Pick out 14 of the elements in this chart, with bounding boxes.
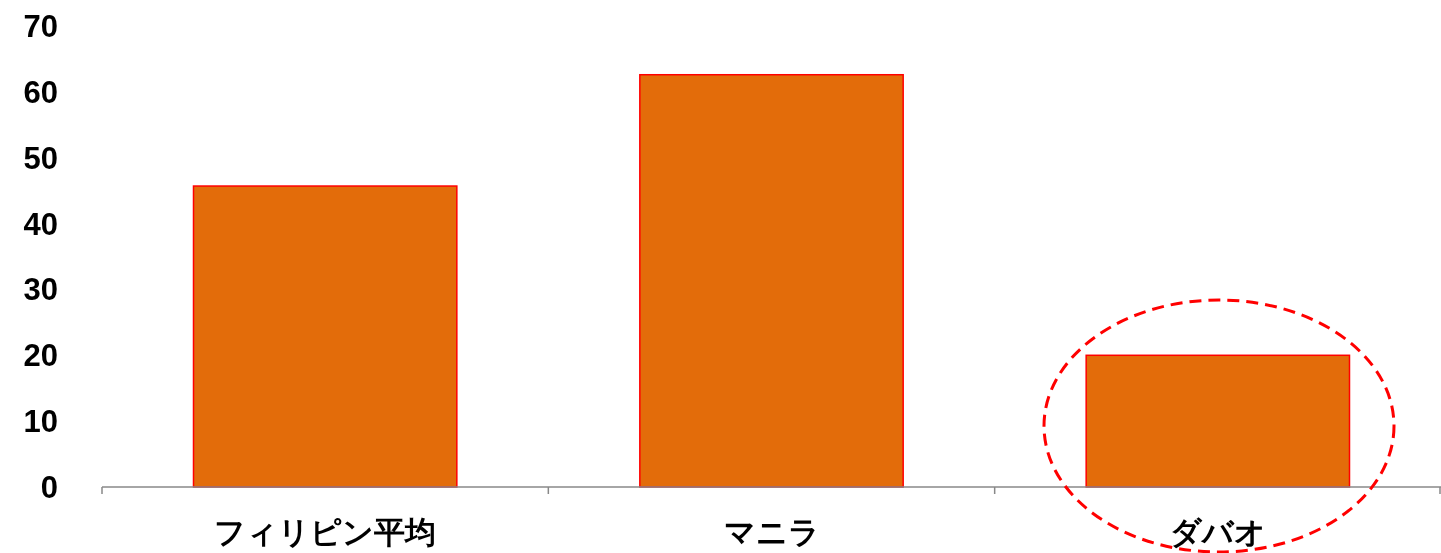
x-tick-label: ダバオ [1169,515,1266,550]
y-tick-label: 10 [23,404,58,440]
y-tick-label: 70 [23,9,58,44]
bar [192,185,458,488]
y-tick-label: 30 [23,272,58,308]
x-tick-label: マニラ [723,515,820,550]
bar [639,73,904,488]
y-tick-label: 60 [23,74,58,110]
x-tick-label: フィリピン平均 [214,515,437,550]
y-tick-label: 50 [23,140,58,176]
y-tick-label: 0 [40,470,58,505]
y-tick-label: 40 [23,206,58,242]
y-tick-label: 20 [23,338,58,374]
bar [1085,354,1351,488]
